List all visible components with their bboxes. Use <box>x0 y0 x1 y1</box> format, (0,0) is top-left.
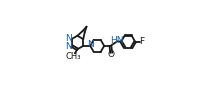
Text: N: N <box>65 42 72 51</box>
Text: HN: HN <box>110 36 123 45</box>
Text: CH₃: CH₃ <box>65 52 81 61</box>
Text: O: O <box>108 50 115 59</box>
Text: F: F <box>139 37 144 46</box>
Text: N: N <box>65 34 72 43</box>
Text: N: N <box>87 40 94 49</box>
